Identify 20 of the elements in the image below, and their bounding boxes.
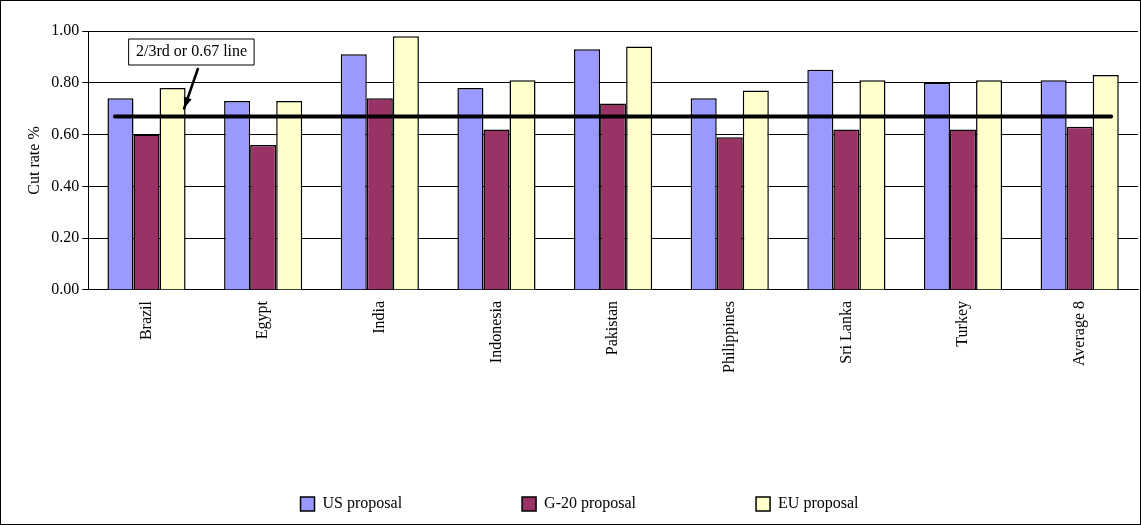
x-tick-label: Turkey — [953, 300, 972, 347]
x-tick-label: Philippines — [719, 300, 738, 374]
legend-label: G-20 proposal — [544, 494, 637, 513]
y-tick-label: 0.60 — [51, 124, 80, 142]
x-tick-label: Egypt — [253, 300, 272, 340]
x-tick-label: India — [370, 300, 388, 334]
y-tick-label: 1.00 — [51, 21, 80, 39]
x-tick-label: Pakistan — [603, 300, 621, 356]
y-axis-title: Cut rate % — [24, 126, 42, 195]
x-tick-label: Average 8 — [1069, 300, 1088, 366]
x-tick-label: Sri Lanka — [836, 300, 854, 364]
y-tick-label: 0.00 — [51, 280, 80, 298]
ref-line-label: 2/3rd or 0.67 line — [136, 42, 248, 60]
y-tick-label: 0.20 — [51, 228, 80, 246]
legend-label: US proposal — [322, 494, 403, 513]
x-tick-label: Brazil — [136, 300, 154, 341]
y-tick-label: 0.40 — [51, 176, 80, 194]
legend-label: EU proposal — [778, 494, 860, 513]
x-tick-label: Indonesia — [486, 300, 504, 364]
y-tick-label: 0.80 — [51, 73, 80, 90]
